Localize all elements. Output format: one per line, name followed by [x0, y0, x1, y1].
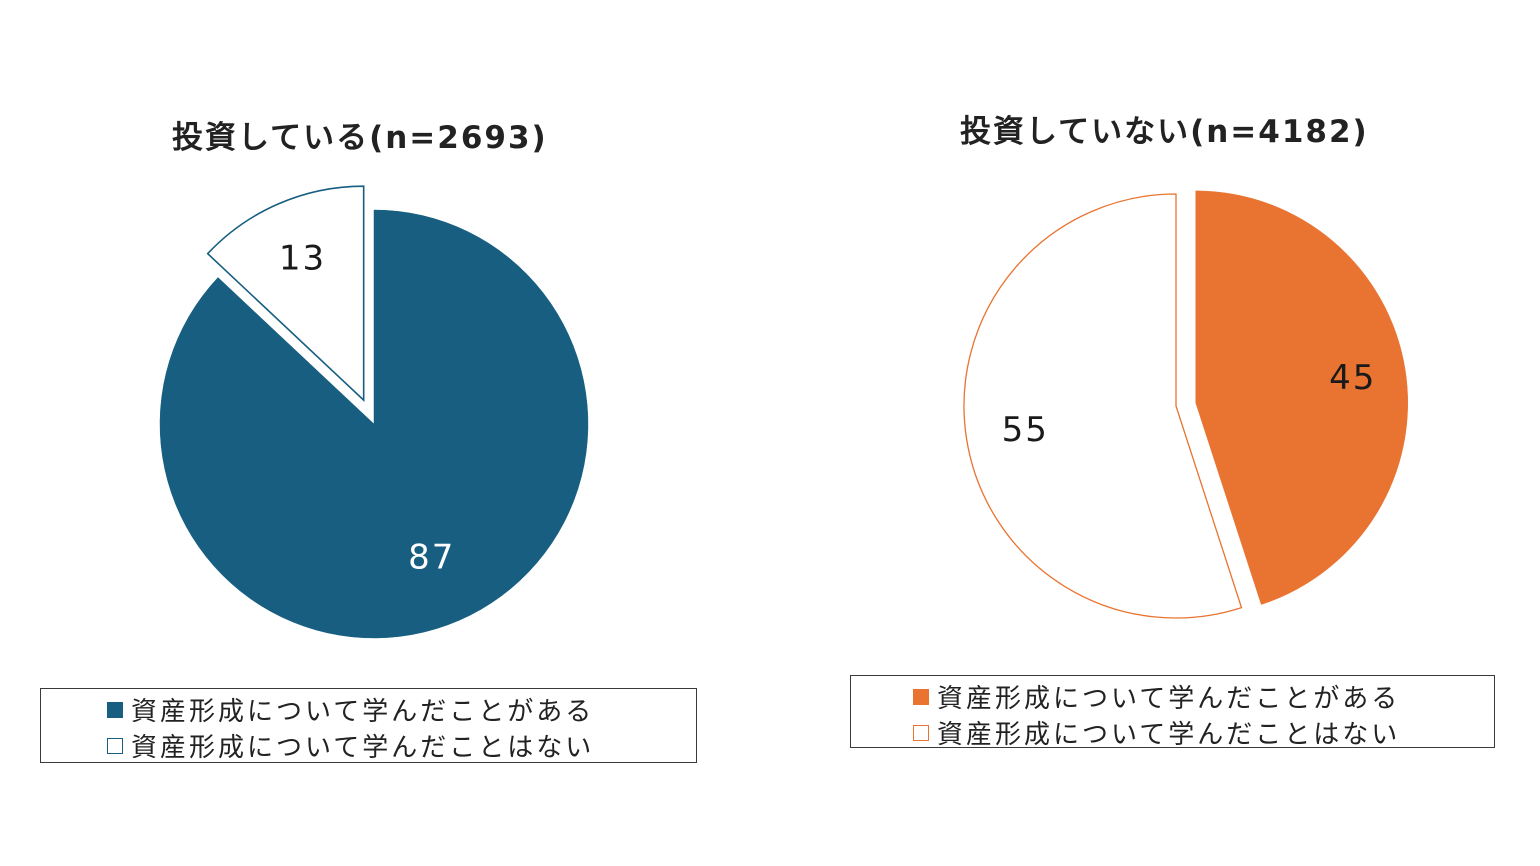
data-label-not-learned: 13 — [279, 239, 326, 279]
legend-item-learned: 資産形成について学んだことがある — [913, 678, 1400, 715]
chart-legend: 資産形成について学んだことがある 資産形成について学んだことはない — [850, 675, 1495, 751]
legend-label-not-learned: 資産形成について学んだことはない — [131, 733, 595, 763]
pie-slice-not-learned — [963, 193, 1243, 619]
pie-slice-not-learned — [206, 185, 365, 402]
chart-title: 投資している(n=2693) — [172, 120, 548, 156]
data-label-learned: 87 — [408, 538, 455, 578]
chart-panel-not-invested: 投資していない(n=4182) 45 55 資産形成について学んだことがある 資産… — [770, 0, 1540, 866]
legend-swatch-not-learned — [107, 737, 123, 754]
pie-slice-learned — [159, 209, 589, 639]
legend-label-learned: 資産形成について学んだことがある — [937, 684, 1401, 714]
chart-panel-invested: 投資している(n=2693) 87 13 資産形成について学んだことがある 資産形… — [40, 120, 697, 763]
chart-title: 投資していない(n=4182) — [960, 114, 1369, 150]
legend-item-not-learned: 資産形成について学んだことはない — [107, 727, 594, 764]
data-label-not-learned: 55 — [1002, 410, 1049, 450]
chart-legend: 資産形成について学んだことがある 資産形成について学んだことはない — [40, 688, 697, 763]
pie-slice-learned — [1195, 190, 1408, 605]
legend-swatch-learned — [913, 688, 929, 705]
legend-swatch-learned — [107, 701, 123, 718]
pie-chart-not-invested: 45 55 — [963, 190, 1408, 619]
data-label-learned: 45 — [1329, 358, 1376, 398]
legend-item-not-learned: 資産形成について学んだことはない — [913, 714, 1400, 751]
pie-chart-invested: 87 13 — [159, 185, 589, 639]
legend-swatch-not-learned — [913, 724, 929, 741]
legend-label-not-learned: 資産形成について学んだことはない — [937, 720, 1401, 750]
legend-label-learned: 資産形成について学んだことがある — [131, 697, 595, 727]
legend-item-learned: 資産形成について学んだことがある — [107, 691, 594, 728]
